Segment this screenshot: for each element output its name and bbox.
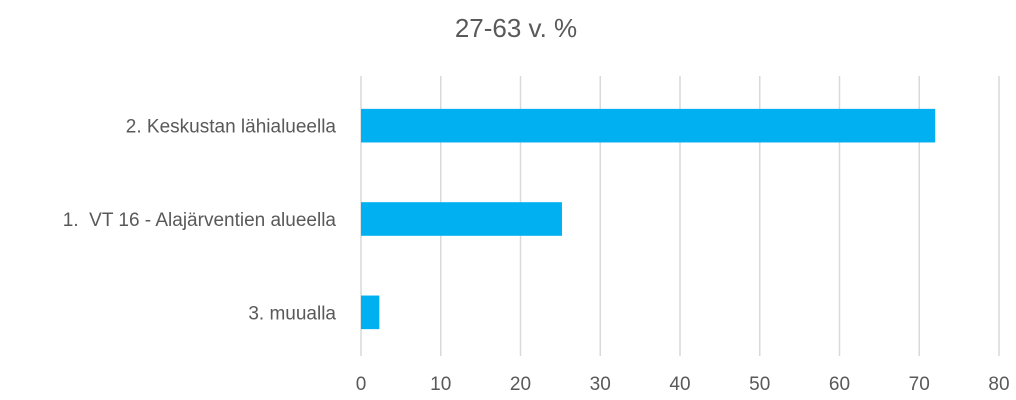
bar [361,295,380,330]
x-tick-label: 80 [988,374,1009,395]
bar [361,108,936,143]
category-label: 3. muualla [248,303,336,324]
category-labels: 2. Keskustan lähialueella 1. VT 16 - Alaj… [63,117,337,325]
x-tick-label: 0 [356,374,367,395]
x-tick-label: 20 [510,374,531,395]
x-tick-label: 50 [749,374,770,395]
bars [361,108,936,330]
x-tick-label: 30 [590,374,611,395]
x-tick-label: 10 [430,374,451,395]
x-axis-tick-labels: 0 10 20 30 40 50 60 70 80 [356,374,1010,395]
x-tick-label: 70 [909,374,930,395]
category-label: 2. Keskustan lähialueella [126,117,337,138]
x-tick-label: 60 [829,374,850,395]
bar [361,202,562,236]
chart-title: 27-63 v. % [455,13,577,43]
x-tick-label: 40 [669,374,690,395]
category-label: 1. VT 16 - Alajärventien alueella [63,210,337,231]
